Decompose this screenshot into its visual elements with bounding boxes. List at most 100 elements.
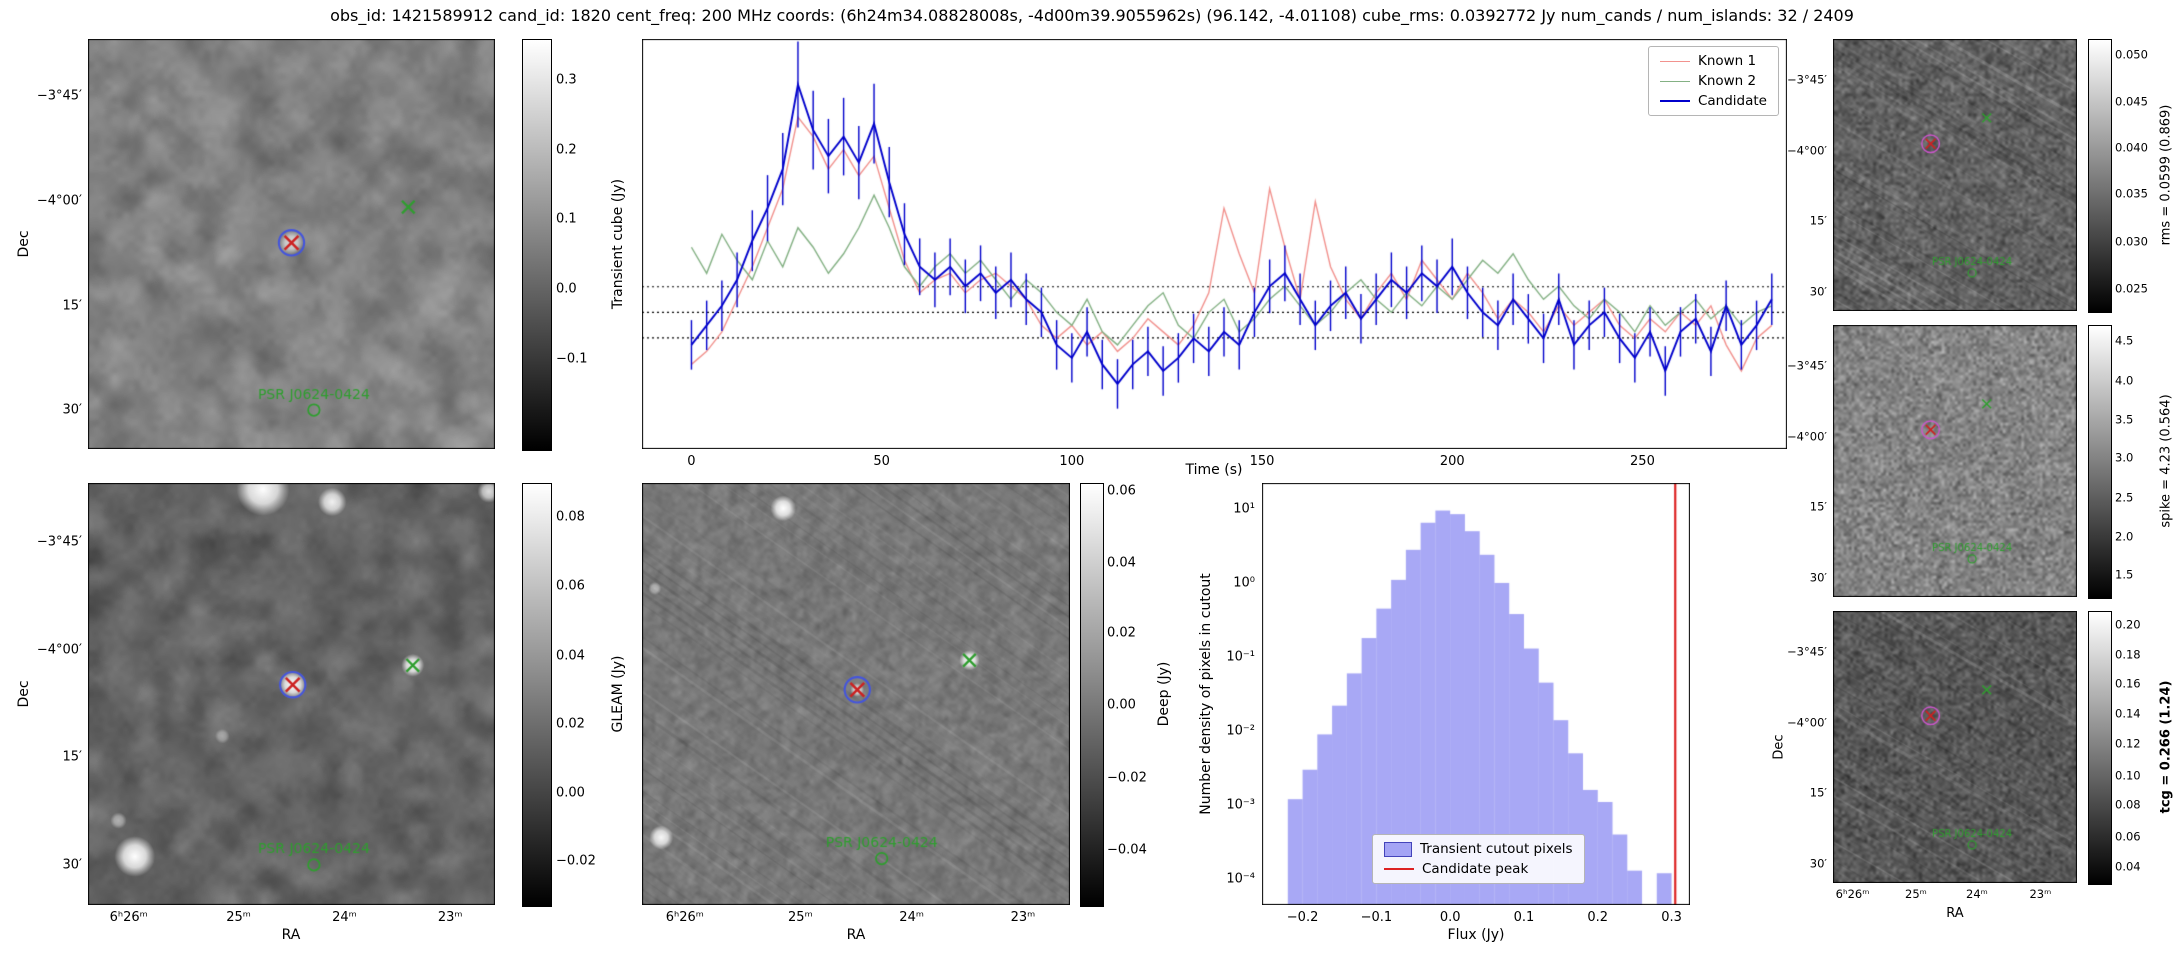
legend-label-candidate-peak: Candidate peak: [1422, 861, 1529, 877]
colorbar-tick: 0.035: [2115, 186, 2148, 201]
legend-label-known1: Known 1: [1697, 53, 1757, 69]
colorbar-tick: 0.3: [556, 72, 577, 88]
histogram-xtick: −0.2: [1286, 910, 1319, 925]
dec-tick: 15′: [1809, 499, 1827, 514]
colorbar-tick: 0.025: [2115, 281, 2148, 296]
ra-tick: 23ᵐ: [2029, 887, 2052, 901]
colorbar-tick: 0.030: [2115, 233, 2148, 248]
transient-cube-cutout-image: [88, 39, 495, 449]
colorbar-tick: 0.045: [2115, 93, 2148, 108]
histogram-ytick: 10⁻³: [1226, 797, 1255, 813]
legend-entry-known1: Known 1: [1659, 53, 1767, 69]
dec-tick: 15′: [62, 298, 83, 313]
candidate-line-swatch: [1659, 100, 1690, 102]
ra-tick: 6ʰ26ᵐ: [665, 910, 704, 925]
deep-colorbar-label: Deep (Jy): [1156, 661, 1172, 727]
ra-tick: 25ᵐ: [788, 910, 813, 925]
ra-tick: 25ᵐ: [226, 910, 251, 925]
colorbar-tick: 0.02: [1107, 625, 1136, 641]
dec-tick: −3°45′: [1787, 72, 1827, 87]
colorbar-tick: 0.20: [2115, 616, 2141, 631]
colorbar-tick: 0.1: [556, 211, 577, 227]
colorbar-tick: 3.0: [2115, 450, 2134, 465]
lightcurve-xtick: 200: [1439, 454, 1465, 469]
figure-title: obs_id: 1421589912 cand_id: 1820 cent_fr…: [330, 6, 1854, 25]
colorbar-tick: −0.04: [1107, 842, 1147, 858]
gleam-xlabel: RA: [281, 927, 301, 943]
colorbar-tick: −0.02: [1107, 770, 1147, 786]
histogram-ytick: 10⁻¹: [1226, 649, 1255, 665]
lightcurve-xtick: 150: [1249, 454, 1275, 469]
gleam-colorbar-label: GLEAM (Jy): [610, 655, 626, 733]
tcg-ylabel: Dec: [1771, 734, 1787, 760]
colorbar-tick: −0.1: [556, 351, 588, 367]
tcg-cutout-image: [1833, 611, 2077, 883]
spike-colorbar: [2088, 325, 2112, 599]
lightcurve-xlabel: Time (s): [1185, 462, 1243, 478]
dec-tick: 15′: [62, 749, 83, 765]
histogram-xlabel: Flux (Jy): [1447, 927, 1505, 943]
legend-entry-known2: Known 2: [1659, 73, 1767, 89]
colorbar-tick: 0.06: [556, 578, 585, 594]
deep-colorbar: [1080, 483, 1104, 907]
tcg-colorbar: [2088, 611, 2112, 885]
dec-tick: −4°00′: [1787, 142, 1827, 157]
colorbar-tick: 0.04: [2115, 858, 2141, 873]
dec-tick: −3°45′: [1787, 358, 1827, 373]
legend-entry-candidate: Candidate: [1659, 93, 1767, 109]
histogram-ytick: 10¹: [1233, 501, 1255, 517]
histogram-xtick: 0.0: [1439, 910, 1461, 925]
histogram-xtick: 0.1: [1513, 910, 1535, 925]
ra-tick: 24ᵐ: [332, 910, 357, 925]
colorbar-tick: 0.2: [556, 142, 577, 158]
dec-tick: 15′: [1809, 785, 1827, 800]
lightcurve-xtick: 100: [1059, 454, 1085, 469]
known1-line-swatch: [1659, 60, 1690, 62]
colorbar-tick: −0.02: [556, 853, 596, 869]
histogram-patch-swatch: [1384, 841, 1412, 857]
deep-xlabel: RA: [846, 927, 866, 943]
colorbar-tick: 4.5: [2115, 333, 2134, 348]
dec-tick: 30′: [62, 857, 83, 873]
colorbar-tick: 0.00: [556, 785, 585, 801]
ra-tick: 6ʰ26ᵐ: [109, 910, 148, 925]
colorbar-tick: 2.5: [2115, 489, 2134, 504]
dec-tick: 30′: [62, 402, 83, 418]
ra-tick: 24ᵐ: [1966, 887, 1988, 901]
dec-tick: 15′: [1809, 213, 1827, 228]
histogram-ytick: 10⁰: [1233, 575, 1255, 591]
colorbar-tick: 0.08: [556, 509, 585, 525]
lightcurve-xtick: 50: [873, 454, 890, 469]
colorbar-tick: 0.06: [2115, 829, 2141, 843]
known2-line-swatch: [1659, 80, 1690, 82]
colorbar-tick: 0.050: [2115, 47, 2148, 62]
rms-colorbar: [2088, 39, 2112, 313]
tcg-colorbar-label: tcg = 0.266 (1.24): [2158, 680, 2174, 814]
tcg-xlabel: RA: [1946, 906, 1964, 921]
colorbar-tick: 0.08: [2115, 797, 2141, 812]
legend-entry-candidate-peak: Candidate peak: [1384, 861, 1573, 877]
lightcurve-xtick: 250: [1630, 454, 1655, 469]
histogram-xtick: −0.1: [1360, 910, 1393, 925]
dec-tick: 30′: [1809, 284, 1827, 299]
gleam-ylabel: Dec: [16, 680, 32, 708]
colorbar-tick: 0.14: [2115, 706, 2141, 721]
dec-tick: −3°45′: [36, 534, 82, 550]
colorbar-tick: 0.16: [2115, 676, 2141, 691]
legend-label-candidate: Candidate: [1697, 93, 1767, 109]
dec-tick: −3°45′: [1787, 644, 1827, 659]
histogram-xtick: 0.3: [1661, 910, 1682, 925]
ra-tick: 24ᵐ: [899, 910, 924, 925]
spike-cutout-image: [1833, 325, 2077, 597]
histogram-xtick: 0.2: [1587, 910, 1609, 925]
dec-tick: −4°00′: [36, 193, 82, 209]
candidate-peak-line-swatch: [1384, 868, 1414, 870]
colorbar-tick: 0.040: [2115, 140, 2148, 155]
dec-tick: −3°45′: [36, 88, 82, 104]
colorbar-tick: 0.0: [556, 281, 577, 297]
colorbar-tick: 0.12: [2115, 736, 2141, 751]
rms-colorbar-label: rms = 0.0599 (0.869): [2158, 104, 2174, 246]
transient-cube-colorbar: [522, 39, 552, 451]
dec-tick: −4°00′: [1787, 714, 1827, 729]
lightcurve-xtick: 0: [687, 454, 696, 469]
